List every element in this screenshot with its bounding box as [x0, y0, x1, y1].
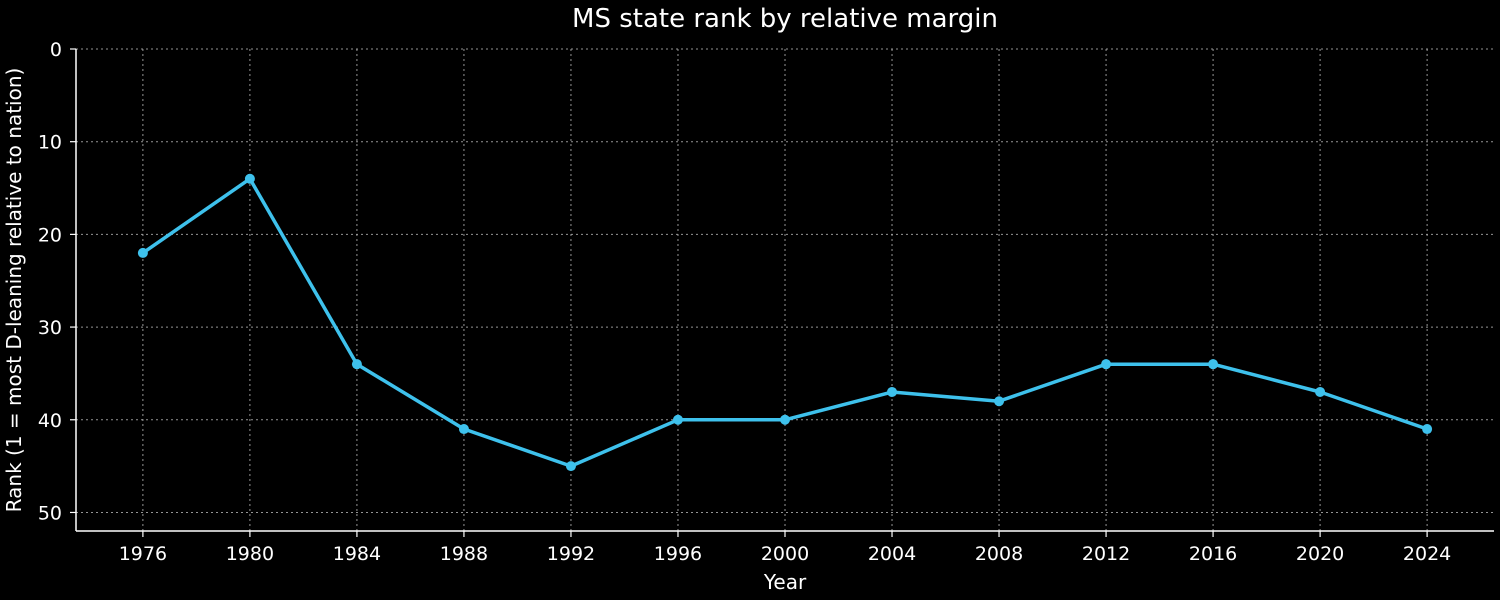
y-tick-label: 0	[50, 39, 62, 61]
data-point	[137, 247, 148, 258]
series	[137, 173, 1433, 472]
y-tick-label: 30	[38, 317, 62, 339]
data-point	[565, 461, 576, 472]
ticks: 1976 1980 1984 1988 1992 1996 2000 2004 2008 2012…	[38, 39, 1451, 565]
y-tick-label: 40	[38, 410, 62, 432]
x-tick-label: 1988	[440, 543, 488, 565]
x-tick-label: 1980	[226, 543, 274, 565]
x-axis-label: Year	[763, 570, 807, 594]
data-point	[1101, 359, 1112, 370]
data-point	[672, 414, 683, 425]
gridlines	[76, 48, 1494, 531]
data-point	[994, 396, 1005, 407]
x-tick-label: 2016	[1189, 543, 1237, 565]
data-point	[1315, 386, 1326, 397]
x-tick-label: 1976	[119, 543, 167, 565]
data-point	[1422, 424, 1433, 435]
x-tick-label: 2004	[868, 543, 916, 565]
x-tick-label: 2020	[1296, 543, 1344, 565]
x-tick-label: 2000	[761, 543, 809, 565]
x-tick-label: 1984	[333, 543, 381, 565]
x-tick-label: 1996	[654, 543, 702, 565]
data-point	[351, 359, 362, 370]
data-point	[887, 386, 898, 397]
data-point	[458, 424, 469, 435]
data-point	[1208, 359, 1219, 370]
y-tick-label: 20	[38, 224, 62, 246]
x-tick-label: 2008	[975, 543, 1023, 565]
x-tick-label: 2012	[1082, 543, 1130, 565]
y-tick-label: 10	[38, 132, 62, 154]
y-axis-label: Rank (1 = most D-leaning relative to nat…	[2, 68, 26, 513]
y-tick-label: 50	[38, 502, 62, 524]
data-point	[780, 414, 790, 425]
data-point	[244, 173, 255, 184]
x-tick-label: 1992	[547, 543, 595, 565]
x-tick-label: 2024	[1403, 543, 1451, 565]
chart-title: MS state rank by relative margin	[572, 4, 998, 34]
